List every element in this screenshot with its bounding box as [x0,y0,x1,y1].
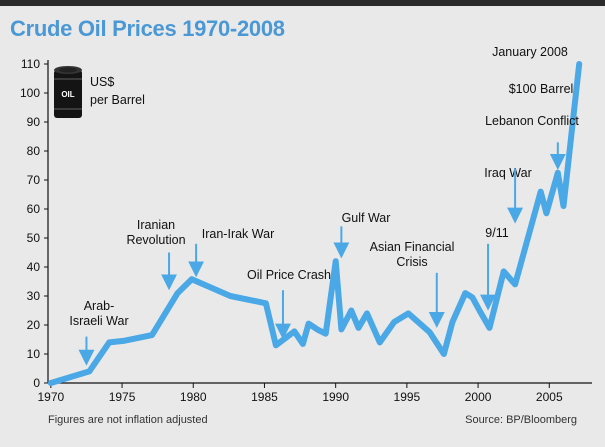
annotation-label: Crisis [396,255,427,269]
annotation-label: Gulf War [342,211,391,225]
chart-frame [0,6,605,447]
barrel-label: OIL [61,90,74,99]
annotation: January 2008 [492,45,568,59]
y-axis-ticks: 0 10 20 30 40 50 60 70 80 90 100 110 [20,57,48,390]
y-tick-label: 80 [27,144,41,158]
annotation-label: 9/11 [485,226,508,240]
annotation: Lebanon Conflict [485,114,579,170]
annotation-label: $100 Barrel [509,82,574,96]
y-tick-label: 50 [27,231,41,245]
annotation-label: Lebanon Conflict [485,114,579,128]
y-tick-label: 70 [27,173,41,187]
legend-unit-subtitle: per Barrel [90,93,145,107]
annotation-label: January 2008 [492,45,568,59]
annotation-label: Israeli War [69,314,128,328]
top-border [0,0,605,6]
annotation-label: Iran-Irak War [202,227,274,241]
annotation: Oil Price Crash [247,268,331,340]
y-tick-label: 40 [27,260,41,274]
x-tick-label: 2005 [536,390,563,404]
annotation-label: Iraq War [484,166,531,180]
annotation: $100 Barrel [509,82,574,96]
y-tick-label: 30 [27,289,41,303]
x-tick-label: 1995 [394,390,421,404]
y-tick-label: 110 [21,57,40,71]
x-axis-ticks: 1970 1975 1980 1985 1990 1995 2000 2005 [37,383,563,404]
price-series [47,61,583,386]
oil-barrel-icon: OIL [54,66,82,118]
footnote: Figures are not inflation adjusted [48,414,208,426]
annotation: 9/11 [480,226,509,311]
annotation-label: Oil Price Crash [247,268,331,282]
y-tick-label: 0 [33,376,40,390]
annotation: Iraq War [484,166,532,224]
annotation: Arab-Israeli War [69,299,129,366]
x-tick-label: 1980 [180,390,207,404]
y-tick-label: 10 [27,347,41,361]
annotation-label: Revolution [126,233,185,247]
legend-unit: US$ [90,75,114,89]
x-tick-label: 1990 [322,390,349,404]
y-tick-label: 60 [27,202,41,216]
annotation: Iran-Irak War [188,227,274,278]
y-tick-label: 20 [27,318,41,332]
annotation-label: Asian Financial [370,240,455,254]
x-tick-label: 1970 [37,390,64,404]
annotation-label: Arab- [84,299,115,313]
source-note: Source: BP/Bloomberg [465,414,577,426]
x-tick-label: 1985 [251,390,278,404]
chart-title: Crude Oil Prices 1970-2008 [10,16,285,41]
x-tick-label: 1975 [109,390,136,404]
annotation-label: Iranian [137,218,175,232]
y-tick-label: 90 [27,115,41,129]
x-tick-label: 2000 [465,390,492,404]
series-line [47,61,583,386]
axes [47,60,592,384]
annotation: Gulf War [333,211,391,259]
y-tick-label: 100 [20,86,40,100]
